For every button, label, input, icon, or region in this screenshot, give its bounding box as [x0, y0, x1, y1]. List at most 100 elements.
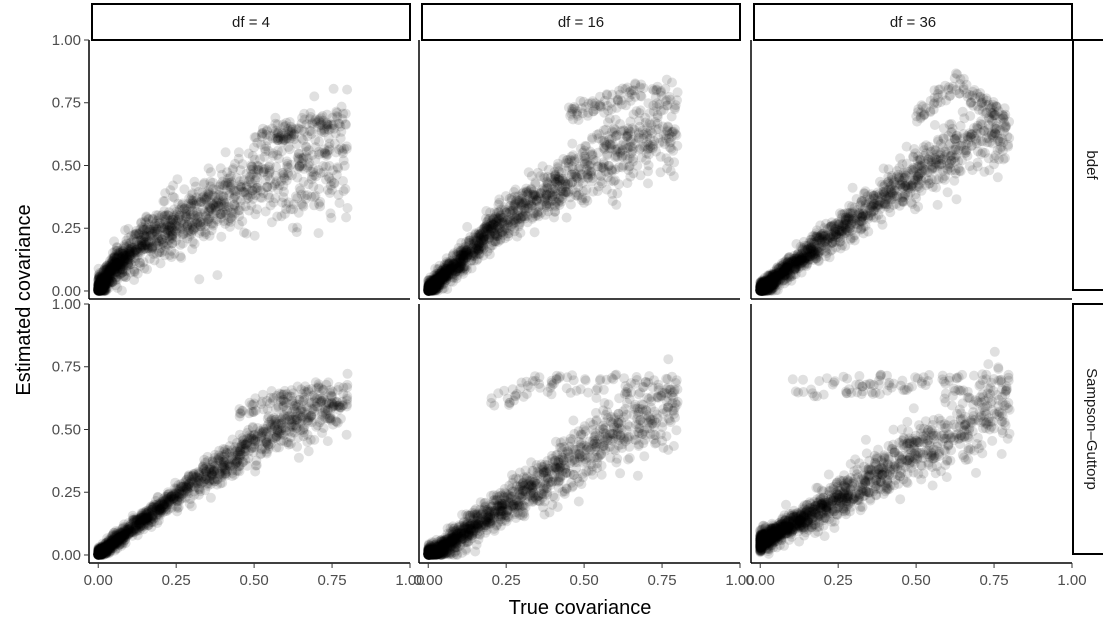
- data-point: [129, 240, 140, 251]
- data-point: [913, 104, 924, 115]
- data-point: [462, 221, 473, 232]
- data-point: [130, 229, 141, 240]
- data-point: [195, 221, 206, 232]
- data-point: [183, 216, 194, 227]
- data-point: [123, 257, 134, 268]
- data-point: [95, 285, 106, 296]
- data-point: [94, 285, 105, 296]
- data-point: [99, 279, 110, 290]
- data-point: [849, 213, 860, 224]
- data-point: [283, 162, 294, 173]
- data-point: [233, 153, 244, 164]
- data-point: [135, 260, 146, 271]
- data-point: [99, 280, 110, 291]
- data-point: [342, 84, 353, 95]
- data-point: [93, 283, 104, 294]
- data-point: [318, 161, 328, 171]
- data-point: [241, 228, 252, 239]
- data-point: [317, 428, 328, 438]
- data-point: [206, 203, 217, 214]
- data-point: [278, 186, 289, 197]
- data-point: [307, 171, 318, 182]
- data-point: [143, 243, 154, 253]
- data-point: [106, 266, 117, 277]
- data-point: [119, 250, 130, 261]
- data-point: [102, 274, 113, 285]
- data-point: [847, 182, 858, 193]
- data-point: [185, 206, 195, 217]
- data-point: [93, 281, 104, 292]
- data-point: [606, 97, 616, 108]
- data-point: [109, 264, 119, 275]
- data-point: [108, 262, 119, 272]
- data-point: [625, 116, 636, 127]
- data-point: [164, 207, 174, 218]
- data-point: [672, 140, 683, 151]
- data-point: [210, 202, 221, 213]
- data-point: [95, 285, 106, 295]
- data-point: [216, 209, 227, 220]
- strip-col-0: [91, 3, 411, 41]
- data-point: [95, 285, 105, 296]
- data-point: [302, 190, 313, 201]
- data-point: [292, 163, 303, 174]
- data-point: [446, 267, 457, 278]
- data-point: [592, 186, 603, 197]
- data-point: [137, 242, 148, 253]
- data-point: [260, 146, 271, 157]
- data-point: [99, 285, 110, 296]
- data-point: [93, 283, 104, 294]
- data-point: [179, 203, 190, 214]
- data-point: [338, 186, 349, 196]
- data-point: [219, 198, 230, 209]
- data-point: [191, 214, 201, 224]
- data-point: [245, 177, 256, 188]
- data-point: [94, 282, 105, 293]
- data-point: [662, 95, 672, 105]
- data-point: [143, 214, 154, 224]
- data-point: [93, 285, 104, 296]
- data-point: [138, 230, 149, 241]
- data-point: [286, 130, 297, 141]
- data-point: [222, 180, 233, 191]
- data-point: [160, 224, 171, 235]
- data-point: [97, 278, 108, 289]
- data-point: [186, 229, 197, 240]
- data-point: [281, 175, 292, 186]
- data-point: [234, 184, 245, 195]
- data-point: [94, 280, 105, 290]
- data-point: [96, 278, 107, 289]
- data-point: [96, 276, 107, 287]
- data-point: [544, 199, 554, 209]
- data-point: [143, 235, 154, 246]
- data-point: [168, 213, 179, 223]
- data-point: [292, 222, 303, 233]
- data-point: [105, 262, 116, 273]
- data-point: [189, 215, 200, 226]
- data-point: [251, 182, 262, 193]
- data-point: [138, 234, 149, 245]
- data-point: [929, 120, 940, 130]
- data-point: [215, 209, 226, 219]
- data-point: [228, 185, 239, 196]
- data-point: [306, 174, 317, 185]
- data-point: [951, 68, 961, 79]
- data-point: [95, 283, 106, 294]
- data-point: [120, 256, 130, 266]
- data-point: [258, 166, 269, 177]
- data-point: [858, 188, 869, 199]
- data-point: [241, 168, 252, 179]
- data-point: [113, 251, 123, 262]
- data-point: [999, 117, 1010, 128]
- data-point: [121, 257, 132, 267]
- data-point: [261, 141, 272, 152]
- data-point: [301, 142, 311, 153]
- data-point: [170, 214, 181, 225]
- data-point: [232, 194, 243, 205]
- data-point: [212, 215, 223, 226]
- data-point: [188, 224, 199, 235]
- data-point: [132, 244, 143, 255]
- data-point: [258, 123, 268, 134]
- data-point: [97, 278, 108, 289]
- data-point: [94, 279, 105, 290]
